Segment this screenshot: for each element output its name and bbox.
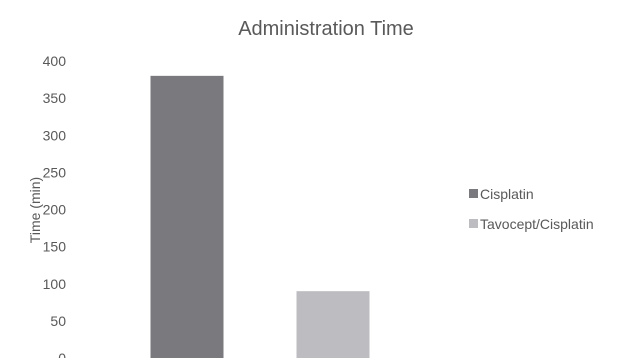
y-tick-label: 100 — [43, 276, 67, 292]
legend-label-cisplatin: Cisplatin — [480, 186, 534, 202]
y-tick-label: 350 — [43, 90, 67, 106]
bar-cisplatin — [150, 75, 224, 358]
legend-swatch-cisplatin — [469, 189, 478, 198]
y-tick-label: 300 — [43, 127, 67, 143]
y-tick-label: 50 — [50, 313, 66, 329]
chart-title: Administration Time — [238, 18, 414, 40]
bars-group — [150, 75, 370, 358]
legend-label-tavocept-cisplatin: Tavocept/Cisplatin — [480, 216, 594, 232]
y-tick-label: 150 — [43, 239, 67, 255]
bar-tavocept-cisplatin — [296, 291, 370, 358]
y-tick-label: 250 — [43, 164, 67, 180]
legend: Cisplatin Tavocept/Cisplatin — [469, 186, 594, 232]
y-tick-label: 400 — [43, 53, 67, 69]
y-axis-ticks: 0 50 100 150 200 250 300 350 400 — [43, 53, 67, 358]
y-tick-label: 0 — [58, 350, 66, 358]
y-tick-label: 200 — [43, 202, 67, 218]
legend-swatch-tavocept-cisplatin — [469, 219, 478, 228]
y-axis-label: Time (min) — [27, 177, 43, 243]
